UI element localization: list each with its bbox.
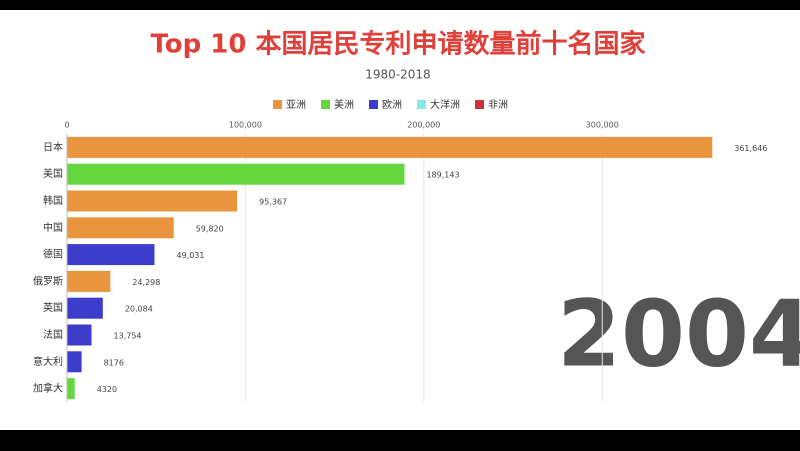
bar <box>67 244 155 266</box>
x-tick-label: 100,000 <box>229 121 262 130</box>
category-label: 中国 <box>43 221 63 234</box>
chart-subtitle: 1980-2018 <box>365 68 430 82</box>
category-label: 德国 <box>43 248 63 261</box>
legend-swatch <box>369 100 378 109</box>
legend-swatch <box>417 100 426 109</box>
category-label: 俄罗斯 <box>33 274 63 287</box>
bar <box>67 163 405 185</box>
legend-label: 大洋洲 <box>430 98 460 111</box>
bar <box>67 217 174 239</box>
x-tick-label: 300,000 <box>586 121 619 130</box>
category-label: 加拿大 <box>33 382 63 395</box>
legend-swatch <box>475 100 484 109</box>
x-tick-label: 200,000 <box>407 121 440 130</box>
bar <box>67 378 75 400</box>
year-label: 2004 <box>557 280 800 387</box>
value-label: 24,298 <box>132 278 160 287</box>
category-label: 美国 <box>43 167 63 180</box>
value-label: 20,084 <box>125 305 153 314</box>
value-label: 361,646 <box>734 144 767 153</box>
value-label: 8176 <box>104 358 124 367</box>
legend-label: 美洲 <box>334 98 354 111</box>
category-label: 法国 <box>43 328 63 341</box>
legend-label: 欧洲 <box>382 99 402 111</box>
bar <box>67 136 713 158</box>
bar <box>67 297 103 319</box>
legend-label: 亚洲 <box>286 99 306 111</box>
chart-title: Top 10 本国居民专利申请数量前十名国家 <box>150 29 645 60</box>
value-label: 95,367 <box>259 198 287 207</box>
legend-swatch <box>321 100 330 109</box>
category-label: 韩国 <box>43 194 63 207</box>
value-label: 49,031 <box>176 251 204 260</box>
x-tick-label: 0 <box>64 121 69 130</box>
value-label: 4320 <box>97 385 117 394</box>
legend-label: 非洲 <box>488 99 508 111</box>
bar <box>67 190 238 212</box>
bar <box>67 324 92 346</box>
bar <box>67 270 111 292</box>
category-label: 意大利 <box>33 355 63 368</box>
bar <box>67 351 82 373</box>
legend-swatch <box>273 100 282 109</box>
category-label: 日本 <box>43 140 63 153</box>
value-label: 189,143 <box>426 171 459 180</box>
value-label: 13,754 <box>114 332 142 341</box>
value-label: 59,820 <box>196 224 224 233</box>
category-label: 英国 <box>43 301 63 314</box>
